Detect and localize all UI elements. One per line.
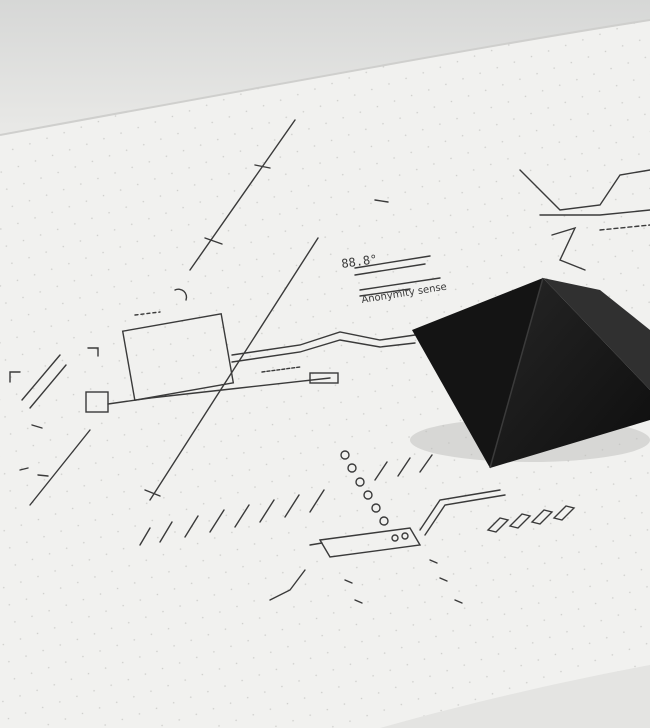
pyramid-left-face [412,278,543,468]
sketch-value-label: 88.8° [340,252,378,271]
technical-sketch [9,119,650,604]
page-corner-curl [380,665,650,728]
page-edge [0,19,650,136]
background-surface [0,0,650,135]
notebook-page [0,19,650,728]
pyramid-edge [489,277,544,469]
black-pyramid [410,277,650,469]
pyramid-back-face [543,278,650,390]
